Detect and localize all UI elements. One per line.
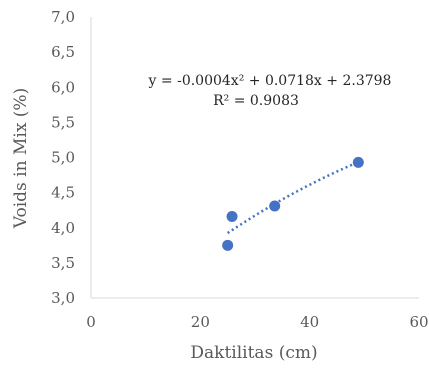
y-tick-label: 6,0	[51, 78, 75, 96]
data-point	[269, 200, 281, 212]
y-tick-label: 7,0	[51, 8, 75, 26]
trendline	[226, 160, 359, 235]
x-tick-label: 20	[191, 313, 210, 331]
trendline-equation: y = -0.0004x² + 0.0718x + 2.3798	[148, 73, 392, 89]
y-tick-label: 6,5	[51, 43, 75, 61]
y-tick-label: 4,5	[51, 184, 75, 202]
x-axis-title: Daktilitas (cm)	[190, 343, 317, 363]
data-point	[226, 211, 238, 223]
y-tick-label: 3,5	[51, 254, 75, 272]
data-points	[222, 156, 364, 251]
x-tick-label: 60	[409, 313, 428, 331]
y-tick-labels: 3,0 3,5 4,0 4,5 5,0 5,5 6,0 6,5 7,0	[51, 8, 75, 307]
data-point	[222, 239, 234, 251]
y-tick-label: 4,0	[51, 219, 75, 237]
y-tick-label: 3,0	[51, 289, 75, 307]
data-point	[352, 156, 364, 168]
x-tick-labels: 0 20 40 60	[86, 313, 428, 331]
x-tick-label: 40	[300, 313, 319, 331]
x-tick-label: 0	[86, 313, 96, 331]
y-axis-title: Voids in Mix (%)	[11, 88, 31, 229]
trendline-r-squared: R² = 0.9083	[213, 93, 299, 109]
y-tick-label: 5,5	[51, 113, 75, 131]
y-tick-label: 5,0	[51, 149, 75, 167]
